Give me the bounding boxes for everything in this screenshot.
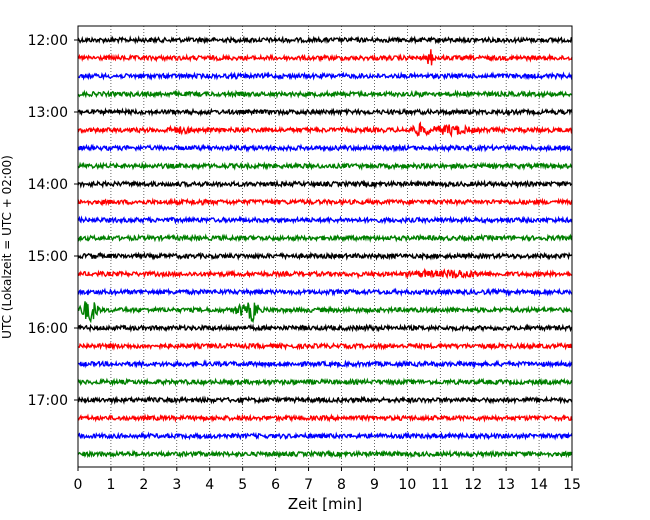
trace-1730 xyxy=(77,431,573,441)
y-axis-label: UTC (Lokalzeit = UTC + 02:00) xyxy=(0,155,14,339)
x-tick-label-13: 13 xyxy=(497,477,515,493)
trace-1245 xyxy=(77,89,573,99)
y-axis-ticks: 12:00 13:00 14:00 15:00 16:00 17:00 xyxy=(28,33,78,409)
x-tick-label-4: 4 xyxy=(205,477,214,493)
x-tick-label-12: 12 xyxy=(464,477,482,493)
trace-rows xyxy=(77,35,573,459)
trace-1745 xyxy=(77,449,573,459)
trace-1500 xyxy=(77,251,573,261)
x-tick-label-1: 1 xyxy=(106,477,115,493)
trace-1430 xyxy=(77,215,573,225)
trace-1515 xyxy=(77,267,573,280)
x-tick-label-6: 6 xyxy=(271,477,280,493)
y-tick-label-1200: 12:00 xyxy=(28,33,68,49)
trace-1215 xyxy=(77,49,573,66)
x-tick-label-5: 5 xyxy=(238,477,247,493)
trace-1715 xyxy=(77,413,573,423)
y-tick-label-1700: 17:00 xyxy=(28,393,68,409)
y-tick-label-1400: 14:00 xyxy=(28,177,68,193)
x-tick-label-2: 2 xyxy=(139,477,148,493)
x-tick-label-3: 3 xyxy=(172,477,181,493)
x-tick-label-8: 8 xyxy=(337,477,346,493)
trace-1545 xyxy=(77,301,573,324)
trace-1445 xyxy=(77,233,573,243)
trace-1645 xyxy=(77,377,573,387)
trace-1630 xyxy=(77,359,573,369)
trace-1315 xyxy=(77,121,573,138)
x-tick-label-9: 9 xyxy=(370,477,379,493)
trace-1615 xyxy=(77,341,573,351)
trace-1230 xyxy=(77,71,573,81)
trace-1400 xyxy=(77,179,573,189)
trace-1415 xyxy=(77,197,573,207)
trace-1330 xyxy=(77,143,573,153)
x-tick-label-0: 0 xyxy=(74,477,83,493)
trace-1700 xyxy=(77,395,573,405)
y-tick-label-1300: 13:00 xyxy=(28,105,68,121)
y-tick-label-1500: 15:00 xyxy=(28,249,68,265)
trace-1345 xyxy=(77,161,573,171)
plot-frame xyxy=(77,25,573,468)
x-axis-label: Zeit [min] xyxy=(288,495,362,513)
trace-1300 xyxy=(77,107,573,117)
y-tick-label-1600: 16:00 xyxy=(28,321,68,337)
trace-1600 xyxy=(77,323,573,333)
x-tick-label-14: 14 xyxy=(530,477,548,493)
x-tick-label-10: 10 xyxy=(398,477,416,493)
x-axis-ticks: 0 1 2 3 4 5 6 7 8 9 10 11 12 13 14 15 xyxy=(74,467,581,493)
x-tick-label-11: 11 xyxy=(431,477,449,493)
x-tick-label-7: 7 xyxy=(304,477,313,493)
trace-1200 xyxy=(77,35,573,45)
x-tick-label-15: 15 xyxy=(563,477,581,493)
trace-1530 xyxy=(77,287,573,297)
